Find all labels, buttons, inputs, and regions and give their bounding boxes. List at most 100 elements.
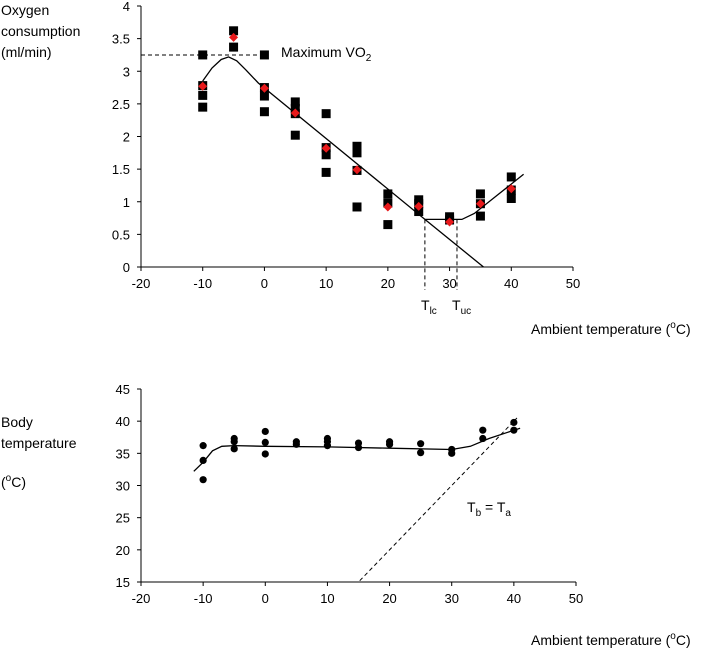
oxygen-point xyxy=(198,90,208,100)
body-x-ticks: -20 -10 0 10 20 30 40 50 xyxy=(132,582,583,606)
oxygen-point xyxy=(290,103,300,113)
oxygen-mean-point xyxy=(321,143,331,153)
body-temperature-point xyxy=(479,434,487,443)
body-y-tick-label: 30 xyxy=(116,479,130,494)
body-temperature-point xyxy=(199,442,207,450)
oxygen-mean-point xyxy=(198,81,208,91)
body-x-tick-label: -10 xyxy=(194,591,213,606)
oxygen-x-tick-label: 30 xyxy=(442,276,456,291)
oxygen-x-tick-label: -20 xyxy=(132,276,151,291)
identity-line xyxy=(359,417,518,582)
body-temperature-point xyxy=(385,440,394,448)
body-x-tick-label: -20 xyxy=(132,591,151,606)
oxygen-x-tick-label: 0 xyxy=(261,276,268,291)
body-y-tick-label: 20 xyxy=(116,543,130,558)
body-temperature-point xyxy=(510,418,518,427)
oxygen-x-tick-label: -10 xyxy=(193,276,212,291)
oxygen-point xyxy=(506,172,516,182)
oxygen-y-tick-label: 4 xyxy=(123,0,130,14)
oxygen-mean-point xyxy=(445,217,455,227)
oxygen-data-points xyxy=(198,26,516,230)
oxygen-mean-point xyxy=(414,201,424,211)
body-temperature-point xyxy=(448,449,456,457)
oxygen-x-tick-label: 10 xyxy=(319,276,333,291)
body-temperature-chart: Body temperature (oC) 15 20 25 30 35 40 45 -20… xyxy=(1,382,691,648)
oxygen-point xyxy=(352,148,362,158)
oxygen-point xyxy=(229,26,239,36)
body-temperature-point xyxy=(199,476,207,484)
oxygen-mean-point xyxy=(383,202,393,212)
oxygen-mean-point xyxy=(352,165,362,175)
oxygen-y-tick-label: 2 xyxy=(123,130,130,145)
body-temperature-point xyxy=(261,427,269,436)
oxygen-y-ticks: 0 0.5 1 1.5 2 2.5 3 3.5 4 xyxy=(112,0,141,275)
body-y-tick-label: 40 xyxy=(116,414,130,429)
oxygen-mean-point xyxy=(475,199,485,209)
oxygen-ylabel-line-3: (ml/min) xyxy=(1,44,52,60)
body-temperature-point xyxy=(417,440,425,448)
body-x-tick-label: 40 xyxy=(507,591,521,606)
body-temperature-point xyxy=(261,450,269,458)
oxygen-extrapolation-line xyxy=(424,218,484,268)
oxygen-y-tick-label: 1 xyxy=(123,195,130,210)
max-vo2-label: Maximum VO2 xyxy=(281,44,372,64)
oxygen-point xyxy=(321,167,331,177)
body-x-tick-label: 50 xyxy=(569,591,583,606)
oxygen-point xyxy=(229,42,239,52)
oxygen-ylabel-line-2: consumption xyxy=(1,23,80,39)
oxygen-y-tick-label: 2.5 xyxy=(112,97,130,112)
oxygen-x-tick-label: 40 xyxy=(504,276,518,291)
body-ylabel-line-2: temperature xyxy=(1,435,77,451)
body-ylabel-line-1: Body xyxy=(1,414,33,430)
oxygen-point xyxy=(352,141,362,151)
oxygen-x-tick-label: 20 xyxy=(381,276,395,291)
body-temperature-point xyxy=(230,438,238,446)
body-xlabel: Ambient temperature (oC) xyxy=(531,631,691,648)
body-temperature-point xyxy=(292,440,300,448)
oxygen-point xyxy=(352,202,362,212)
oxygen-xlabel: Ambient temperature (oC) xyxy=(531,320,691,337)
oxygen-ylabel-line-1: Oxygen xyxy=(1,2,49,18)
oxygen-point xyxy=(290,97,300,107)
t-lc-label: Tlc xyxy=(421,297,437,317)
oxygen-point xyxy=(414,207,424,217)
oxygen-x-tick-label: 50 xyxy=(566,276,580,291)
body-x-tick-label: 20 xyxy=(382,591,396,606)
body-temperature-point xyxy=(510,426,518,434)
body-temperature-point xyxy=(354,443,363,452)
oxygen-mean-point xyxy=(229,32,239,42)
oxygen-point xyxy=(259,107,269,117)
oxygen-y-tick-label: 3 xyxy=(123,64,130,79)
oxygen-point xyxy=(259,91,269,101)
body-temperature-point xyxy=(261,438,269,446)
oxygen-mean-point xyxy=(259,83,269,93)
oxygen-mean-point xyxy=(506,184,516,194)
oxygen-y-tick-label: 0.5 xyxy=(112,227,130,242)
oxygen-y-tick-label: 3.5 xyxy=(112,32,130,47)
oxygen-point xyxy=(475,189,485,199)
oxygen-y-tick-label: 1.5 xyxy=(112,162,130,177)
oxygen-fit-curve xyxy=(202,56,525,221)
oxygen-point xyxy=(259,50,269,60)
body-temperature-point xyxy=(417,449,425,457)
body-data-points xyxy=(199,418,518,484)
oxygen-point xyxy=(321,150,331,160)
oxygen-y-tick-label: 0 xyxy=(123,260,130,275)
oxygen-chart: Oxygen consumption (ml/min) 0 0.5 1 1.5 2 2.5… xyxy=(1,0,691,337)
body-x-tick-label: 0 xyxy=(262,591,269,606)
body-temperature-point xyxy=(323,442,332,450)
oxygen-point xyxy=(198,50,208,60)
oxygen-point xyxy=(383,189,393,199)
oxygen-point xyxy=(290,130,300,140)
oxygen-point xyxy=(321,109,331,119)
body-x-tick-label: 10 xyxy=(320,591,334,606)
body-temperature-point xyxy=(479,426,487,434)
oxygen-point xyxy=(506,193,516,203)
oxygen-point xyxy=(198,102,208,112)
body-x-tick-label: 30 xyxy=(444,591,458,606)
oxygen-mean-point xyxy=(290,108,300,118)
body-y-tick-label: 15 xyxy=(116,575,130,590)
body-y-tick-label: 25 xyxy=(116,511,130,526)
body-y-ticks: 15 20 25 30 35 40 45 xyxy=(116,382,141,590)
